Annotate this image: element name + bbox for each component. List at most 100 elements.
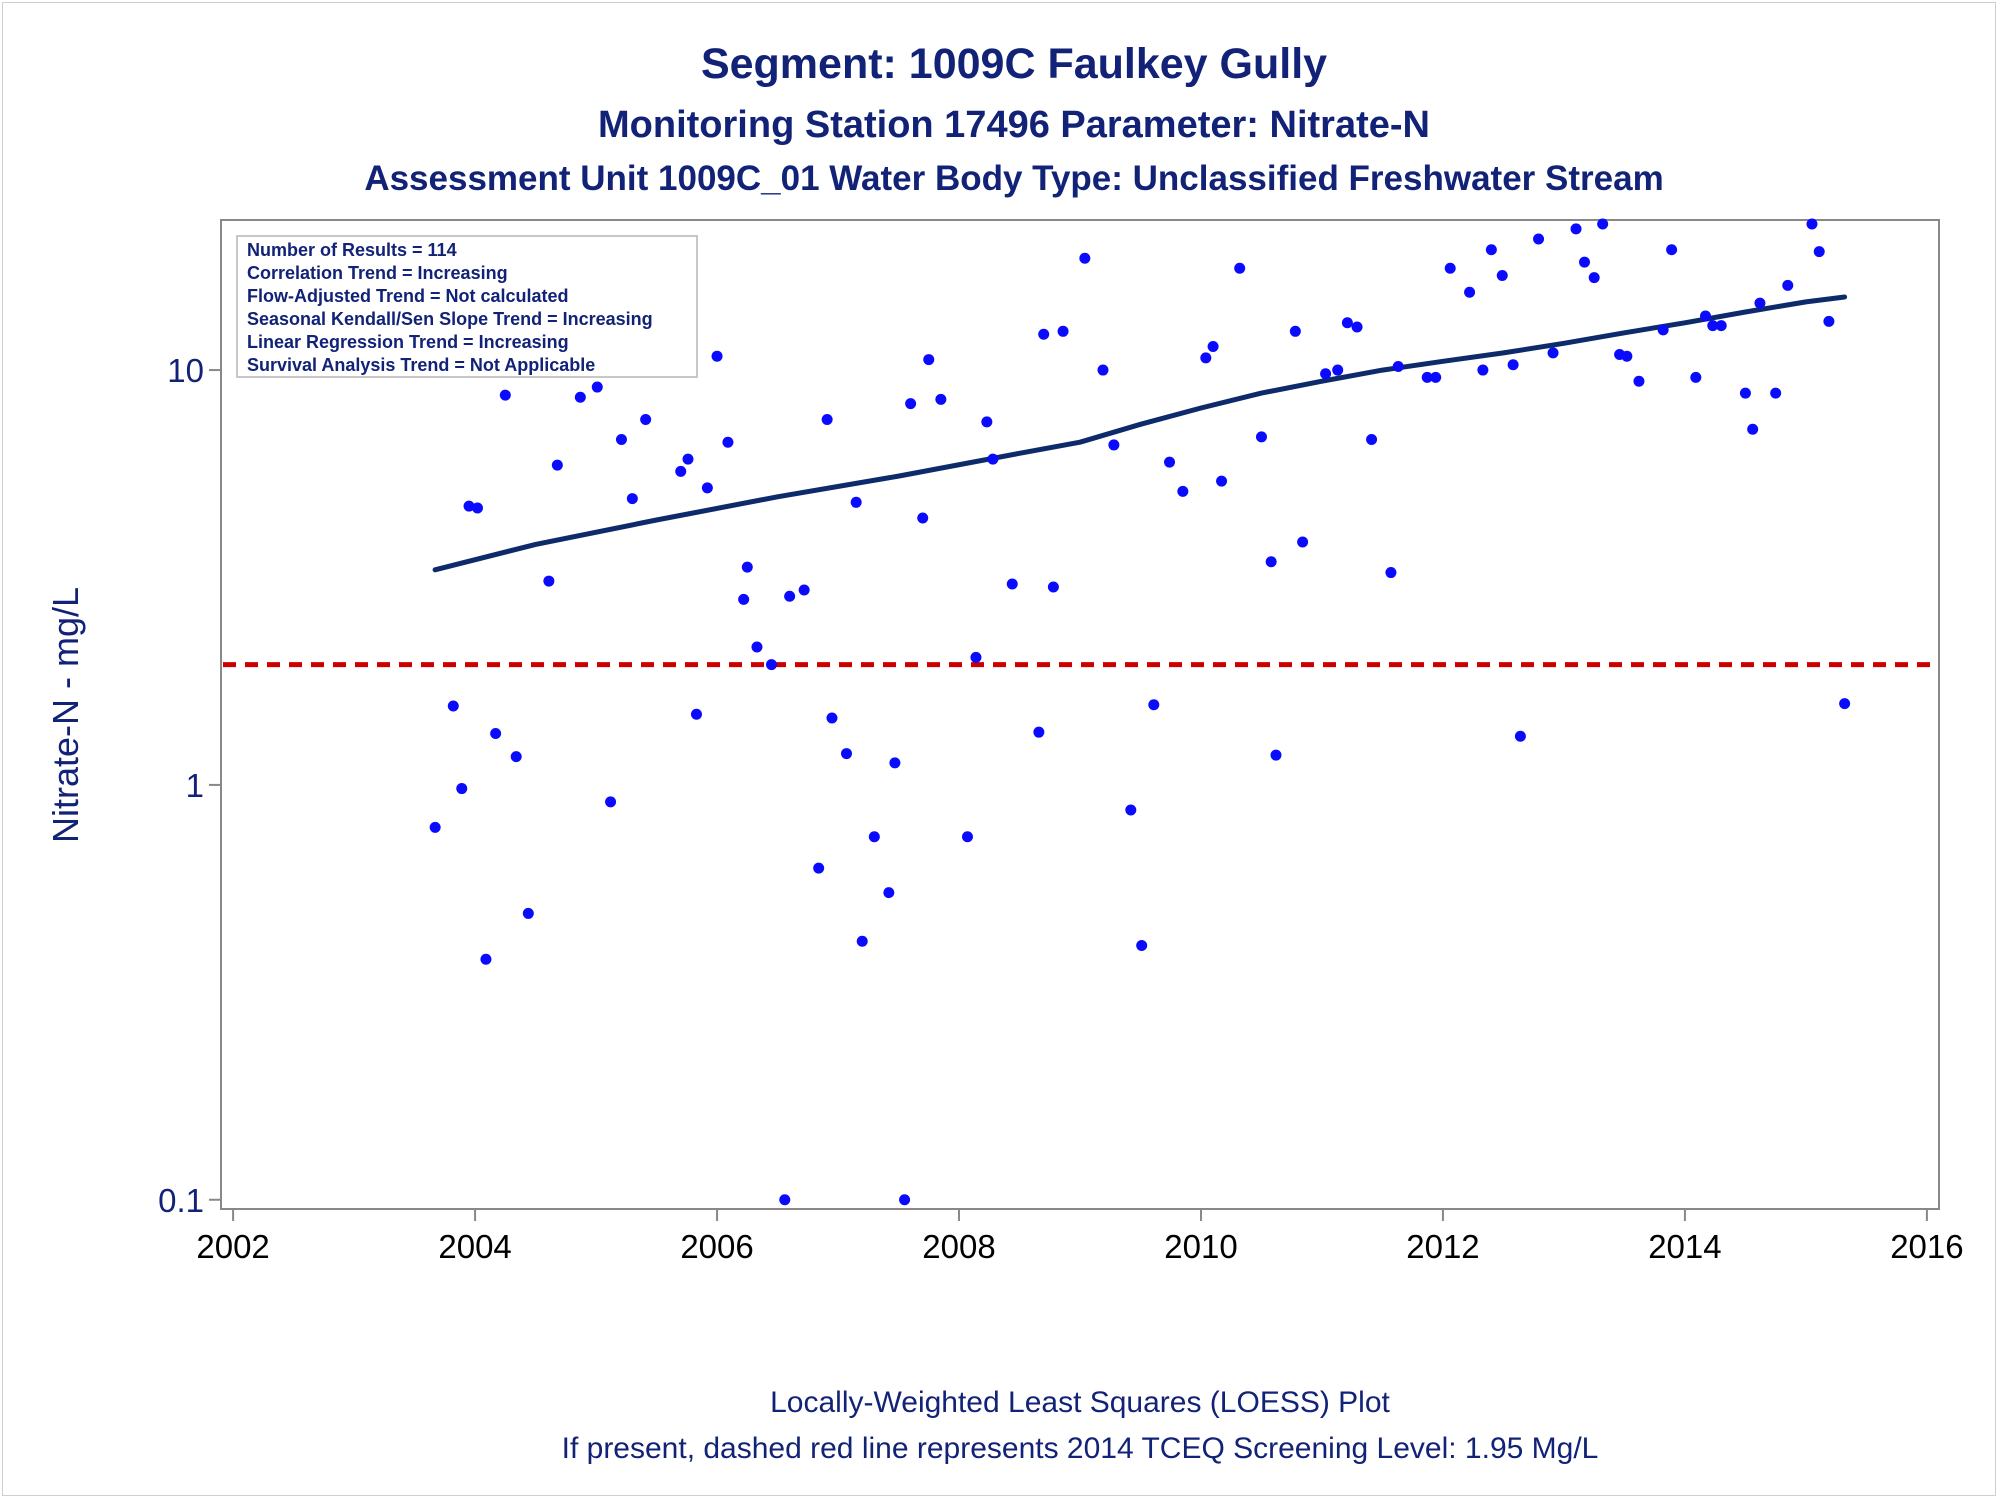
data-point <box>591 381 603 393</box>
plot-area <box>220 219 1940 1210</box>
info-line-results: Number of Results = 114 <box>247 240 457 260</box>
data-point <box>1514 730 1526 742</box>
data-point <box>868 831 880 843</box>
data-point <box>1207 340 1219 352</box>
data-point <box>987 453 999 465</box>
data-point <box>917 512 929 524</box>
data-point <box>1747 423 1759 435</box>
data-point <box>1823 315 1835 327</box>
data-point <box>1057 325 1069 337</box>
data-point <box>499 389 511 401</box>
info-line-linear-regression: Linear Regression Trend = Increasing <box>247 332 569 352</box>
data-point <box>1707 320 1719 332</box>
data-point <box>701 482 713 494</box>
data-point <box>1366 434 1378 446</box>
data-point <box>935 393 947 405</box>
data-point <box>1430 371 1442 383</box>
data-point <box>615 434 627 446</box>
chart-subtitle-2: Assessment Unit 1009C_01 Water Body Type… <box>364 159 1663 198</box>
x-tick-label: 2016 <box>1890 1228 1963 1265</box>
data-point <box>605 796 617 808</box>
footnote-screening: If present, dashed red line represents 2… <box>562 1432 1599 1465</box>
data-point <box>923 354 935 366</box>
data-points <box>429 218 1851 1206</box>
data-point <box>1332 364 1344 376</box>
info-line-flow-adjusted: Flow-Adjusted Trend = Not calculated <box>247 286 569 306</box>
data-point <box>1148 699 1160 711</box>
data-point <box>899 1194 911 1206</box>
data-point <box>1421 371 1433 383</box>
data-point <box>1270 749 1282 761</box>
data-point <box>1715 320 1727 332</box>
data-point <box>961 831 973 843</box>
trend-line-layer <box>432 294 1848 573</box>
info-line-seasonal-kendall: Seasonal Kendall/Sen Slope Trend = Incre… <box>247 309 653 329</box>
data-point <box>1533 233 1545 245</box>
data-point <box>626 493 638 505</box>
data-point <box>889 757 901 769</box>
data-point <box>1588 272 1600 284</box>
data-point <box>779 1194 791 1206</box>
data-point <box>970 651 982 663</box>
data-point <box>447 700 459 712</box>
chart-subtitle: Monitoring Station 17496 Parameter: Nitr… <box>598 104 1430 146</box>
data-point <box>1038 328 1050 340</box>
data-point <box>1297 536 1309 548</box>
x-tick-label: 2006 <box>680 1228 753 1265</box>
data-point <box>1177 485 1189 497</box>
data-point <box>1477 364 1489 376</box>
data-point <box>856 935 868 947</box>
data-point <box>751 641 763 653</box>
y-tick-label: 10 <box>167 352 204 389</box>
data-point <box>741 561 753 573</box>
data-point <box>490 728 502 740</box>
data-point <box>1507 359 1519 371</box>
data-point <box>1444 262 1456 274</box>
data-point <box>640 414 652 426</box>
data-point <box>1621 350 1633 362</box>
data-point <box>1666 244 1678 256</box>
chart-title: Segment: 1009C Faulkey Gully <box>701 40 1327 88</box>
data-point <box>1496 270 1508 282</box>
data-point <box>1255 431 1267 443</box>
data-point <box>690 708 702 720</box>
data-point <box>1079 252 1091 264</box>
data-point <box>456 783 468 795</box>
data-point <box>813 862 825 874</box>
data-point <box>765 659 777 671</box>
data-point <box>1754 297 1766 309</box>
footnote-loess: Locally-Weighted Least Squares (LOESS) P… <box>770 1386 1390 1419</box>
data-point <box>429 821 441 833</box>
axis-ticks: 2002 2004 2006 2008 2010 2012 2014 2016 0.1 1 10 <box>158 352 1963 1265</box>
data-point <box>722 436 734 448</box>
data-point <box>1351 321 1363 333</box>
data-point <box>1097 364 1109 376</box>
data-point <box>1033 726 1045 738</box>
data-point <box>1006 578 1018 590</box>
data-point <box>1597 218 1609 230</box>
data-point <box>798 584 810 596</box>
data-point <box>1125 804 1137 816</box>
data-point <box>574 391 586 403</box>
data-point <box>1633 375 1645 387</box>
data-point <box>1200 352 1212 364</box>
data-point <box>883 887 895 899</box>
data-point <box>738 593 750 605</box>
data-point <box>1047 581 1059 593</box>
x-tick-label: 2004 <box>438 1228 511 1265</box>
data-point <box>1320 368 1332 380</box>
data-point <box>1341 317 1353 329</box>
data-point <box>1699 310 1711 322</box>
data-point <box>1813 246 1825 258</box>
data-point <box>1108 439 1120 451</box>
data-point <box>682 453 694 465</box>
data-point <box>522 907 534 919</box>
x-tick-label: 2014 <box>1648 1228 1721 1265</box>
y-tick-label: 0.1 <box>158 1182 204 1219</box>
info-line-correlation: Correlation Trend = Increasing <box>247 263 508 283</box>
data-point <box>1547 347 1559 359</box>
data-point <box>1690 371 1702 383</box>
info-box <box>236 235 698 378</box>
